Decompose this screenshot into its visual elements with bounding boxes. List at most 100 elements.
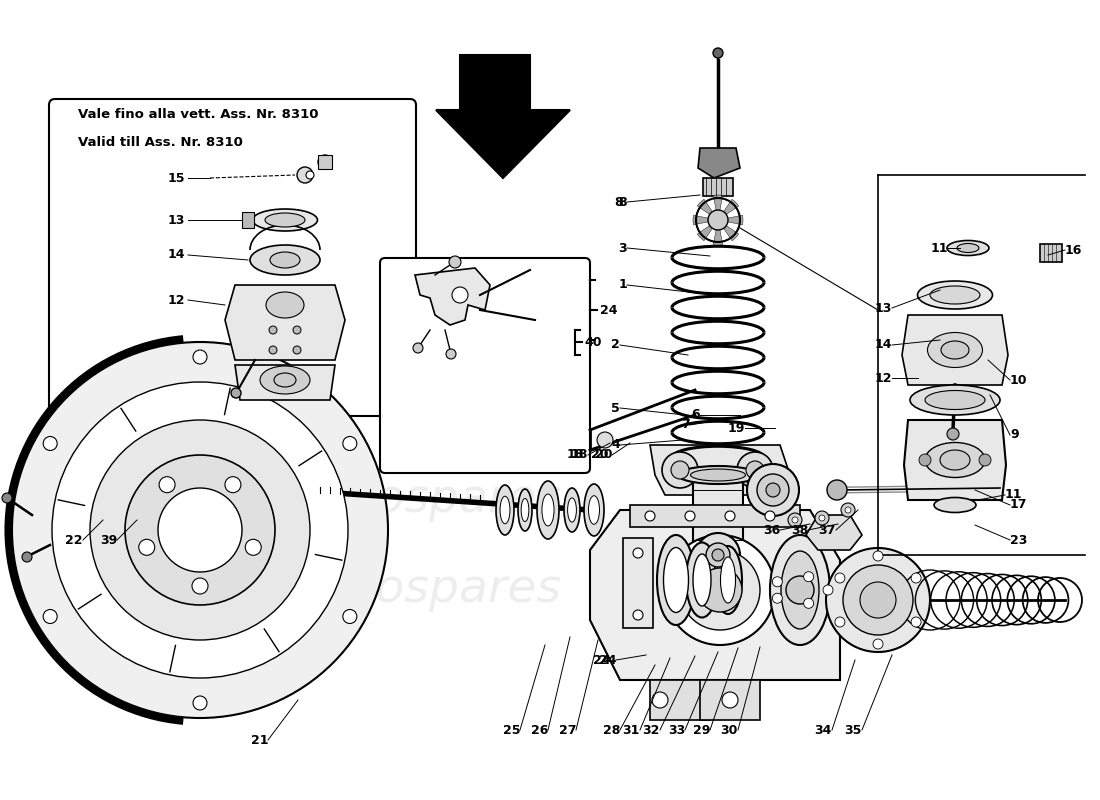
Wedge shape (718, 199, 739, 220)
Ellipse shape (934, 498, 976, 513)
Circle shape (835, 617, 845, 627)
Circle shape (842, 503, 855, 517)
Circle shape (293, 346, 301, 354)
Text: 33: 33 (668, 723, 685, 737)
Circle shape (632, 548, 644, 558)
Circle shape (297, 167, 313, 183)
Ellipse shape (940, 341, 969, 359)
Circle shape (192, 350, 207, 364)
Circle shape (722, 692, 738, 708)
Text: 37: 37 (818, 523, 836, 537)
Circle shape (270, 346, 277, 354)
Ellipse shape (584, 484, 604, 536)
Ellipse shape (678, 466, 758, 484)
Circle shape (737, 452, 773, 488)
Ellipse shape (270, 252, 300, 268)
Circle shape (827, 480, 847, 500)
Bar (693, 480, 742, 550)
Circle shape (823, 585, 833, 595)
Circle shape (873, 551, 883, 561)
Circle shape (746, 461, 764, 479)
Circle shape (192, 578, 208, 594)
Text: 28: 28 (603, 723, 620, 737)
Text: 11: 11 (1005, 489, 1023, 502)
Text: 22: 22 (66, 534, 82, 546)
Circle shape (696, 533, 740, 577)
Text: 24: 24 (593, 654, 611, 666)
Ellipse shape (260, 366, 310, 394)
Circle shape (412, 343, 424, 353)
Circle shape (764, 511, 776, 521)
Ellipse shape (542, 494, 554, 526)
Text: 31: 31 (623, 723, 640, 737)
Wedge shape (693, 215, 718, 225)
Polygon shape (806, 515, 862, 550)
Circle shape (747, 464, 799, 516)
Circle shape (224, 477, 241, 493)
Circle shape (772, 577, 782, 586)
FancyBboxPatch shape (379, 258, 590, 473)
Circle shape (293, 326, 301, 334)
Text: 17: 17 (1010, 498, 1027, 511)
Ellipse shape (500, 496, 510, 524)
Ellipse shape (686, 542, 718, 618)
Circle shape (911, 573, 921, 583)
Circle shape (788, 513, 802, 527)
Text: 26: 26 (530, 723, 548, 737)
Ellipse shape (250, 245, 320, 275)
Circle shape (979, 454, 991, 466)
Wedge shape (697, 220, 718, 241)
Circle shape (708, 210, 728, 230)
Circle shape (343, 610, 356, 623)
Circle shape (666, 535, 776, 645)
Circle shape (43, 610, 57, 623)
Ellipse shape (663, 547, 689, 613)
Circle shape (2, 493, 12, 503)
Text: 4: 4 (612, 438, 620, 451)
Circle shape (685, 511, 695, 521)
Circle shape (815, 511, 829, 525)
Text: 18: 18 (566, 449, 584, 462)
Circle shape (804, 598, 814, 608)
Bar (318, 155, 332, 169)
Circle shape (125, 455, 275, 605)
Text: 8: 8 (615, 195, 623, 209)
Ellipse shape (714, 546, 742, 614)
Circle shape (792, 517, 798, 523)
Ellipse shape (781, 551, 820, 629)
Polygon shape (650, 445, 790, 495)
Ellipse shape (521, 498, 529, 522)
Circle shape (712, 549, 724, 561)
Text: 23: 23 (1010, 534, 1027, 546)
Circle shape (52, 382, 348, 678)
Polygon shape (436, 55, 570, 178)
Wedge shape (718, 220, 739, 241)
Text: 20: 20 (591, 449, 608, 462)
Polygon shape (226, 285, 345, 360)
Text: 18: 18 (571, 449, 588, 462)
Circle shape (786, 576, 814, 604)
Text: 13: 13 (874, 302, 892, 314)
Polygon shape (698, 148, 740, 178)
Text: 14: 14 (167, 249, 185, 262)
Wedge shape (697, 199, 718, 220)
Ellipse shape (957, 243, 979, 253)
Text: 30: 30 (720, 723, 738, 737)
Ellipse shape (947, 241, 989, 255)
Text: 14: 14 (874, 338, 892, 351)
Text: 39: 39 (100, 534, 117, 546)
Polygon shape (902, 315, 1008, 385)
Circle shape (12, 342, 388, 718)
Circle shape (231, 388, 241, 398)
Circle shape (318, 155, 332, 169)
Circle shape (139, 539, 155, 555)
Ellipse shape (925, 390, 985, 410)
Ellipse shape (930, 286, 980, 304)
Circle shape (632, 610, 644, 620)
Bar (703, 178, 733, 196)
Text: 25: 25 (503, 723, 520, 737)
Circle shape (192, 696, 207, 710)
Polygon shape (590, 510, 840, 680)
Text: 5: 5 (612, 402, 620, 414)
Circle shape (245, 539, 262, 555)
